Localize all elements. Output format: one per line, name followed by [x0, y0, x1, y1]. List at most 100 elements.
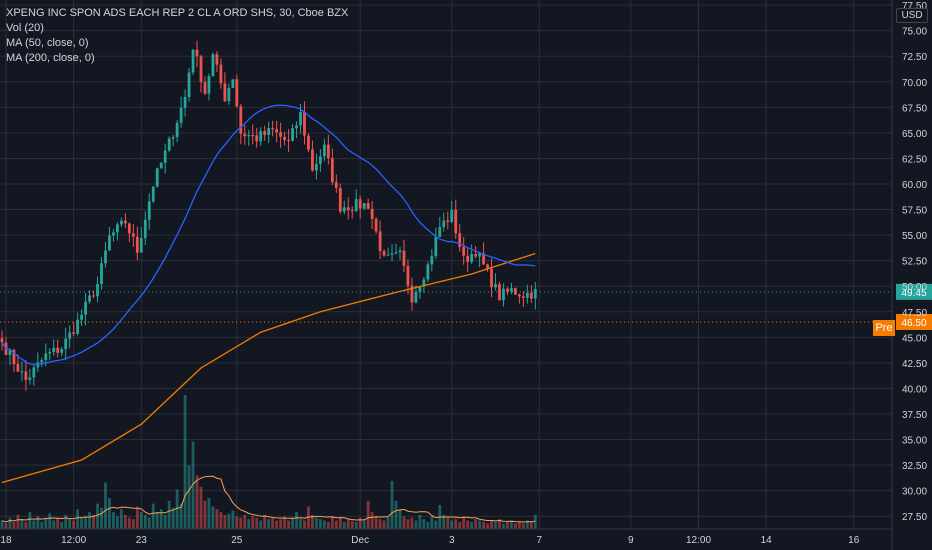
volume-bar — [251, 516, 255, 529]
candle-body — [127, 223, 131, 234]
volume-bar — [163, 514, 167, 529]
candle-body — [510, 288, 513, 292]
candle-body — [239, 106, 243, 134]
candle-body — [494, 284, 497, 288]
volume-bar — [430, 516, 434, 529]
last-price-value: 49.45 — [901, 288, 926, 299]
pre-price-value: 46.50 — [901, 318, 926, 329]
volume-bar — [243, 514, 247, 529]
volume-bar — [366, 500, 370, 529]
candle-body — [295, 125, 298, 129]
candle-body — [279, 132, 282, 137]
volume-bar — [319, 519, 322, 529]
volume-bar — [326, 521, 330, 529]
candle-body — [462, 246, 466, 256]
candle-body — [108, 235, 111, 251]
volume-bar — [418, 514, 422, 529]
volume-bar — [36, 516, 40, 529]
volume-bar — [374, 516, 378, 529]
currency-label[interactable]: USD — [896, 8, 928, 23]
volume-bar — [167, 500, 171, 529]
candle-body — [175, 122, 179, 138]
volume-bar — [271, 517, 275, 529]
volume-bar — [32, 520, 36, 529]
price-tick-label: 65.00 — [902, 129, 927, 140]
candle-body — [458, 233, 462, 247]
volume-bar — [486, 523, 489, 529]
candle-body — [283, 136, 286, 140]
volume-bar — [267, 519, 271, 529]
volume-bar — [338, 517, 342, 529]
price-tick-label: 72.50 — [902, 52, 927, 63]
volume-indicator-label[interactable]: Vol (20) — [6, 22, 44, 34]
volume-bar — [533, 514, 537, 529]
volume-bar — [239, 517, 243, 529]
price-tick-label: 57.50 — [902, 206, 927, 217]
volume-bar — [219, 512, 223, 529]
candle-body — [163, 150, 167, 163]
candle-body — [92, 295, 95, 297]
candle-body — [533, 289, 537, 299]
candle-body — [322, 144, 326, 157]
volume-bar — [263, 514, 267, 529]
candle-body — [255, 135, 259, 142]
candle-body — [151, 186, 155, 202]
candle-body — [16, 364, 20, 372]
candle-body — [120, 220, 123, 225]
candle-body — [518, 294, 521, 297]
volume-bar — [514, 523, 517, 529]
price-tick-label: 40.00 — [902, 384, 927, 395]
volume-bar — [287, 520, 290, 529]
volume-bar — [259, 520, 263, 529]
moving-averages — [1, 104, 536, 484]
candle-body — [211, 54, 215, 77]
volume-bar — [350, 520, 354, 529]
candle-body — [346, 207, 350, 211]
volume-bar — [315, 517, 318, 529]
candle-body — [414, 291, 418, 303]
volume-bars — [0, 395, 537, 529]
candle-body — [76, 319, 80, 334]
candle-body — [271, 128, 275, 130]
volume-bar — [247, 519, 251, 529]
volume-bar — [474, 519, 478, 529]
volume-bar — [171, 507, 175, 529]
price-tick-label: 35.00 — [902, 436, 927, 447]
volume-bar — [295, 512, 298, 529]
ma50-indicator-label[interactable]: MA (50, close, 0) — [6, 37, 89, 49]
candle-body — [299, 111, 302, 126]
volume-ma-line — [1, 475, 536, 523]
candle-body — [235, 79, 239, 107]
price-tick-label: 37.50 — [902, 410, 927, 421]
volume-bar — [191, 441, 195, 529]
volume-bar — [16, 514, 20, 529]
volume-bar — [414, 520, 418, 529]
volume-bar — [56, 517, 60, 529]
candle-body — [44, 353, 48, 361]
candle-body — [390, 253, 394, 255]
symbol-title[interactable]: XPENG INC SPON ADS EACH REP 2 CL A ORD S… — [6, 7, 349, 19]
candle-body — [438, 227, 442, 237]
volume-bar — [454, 519, 458, 529]
volume-bar — [120, 509, 123, 529]
candle-body — [32, 367, 36, 378]
candle-body — [215, 54, 219, 65]
volume-bar — [529, 521, 533, 529]
volume-bar — [482, 521, 485, 529]
volume-bar — [410, 517, 414, 529]
volume-bar — [502, 523, 505, 529]
candle-body — [410, 285, 414, 303]
candle-body — [116, 224, 119, 233]
volume-bar — [155, 512, 159, 529]
volume-bar — [322, 520, 326, 529]
candle-body — [350, 210, 354, 212]
candle-body — [104, 250, 107, 264]
volume-bar — [446, 517, 450, 529]
candle-body — [56, 347, 60, 353]
candle-body — [80, 314, 83, 320]
ma200-indicator-label[interactable]: MA (200, close, 0) — [6, 52, 95, 64]
candle-body — [315, 163, 318, 171]
candle-body — [203, 82, 207, 94]
